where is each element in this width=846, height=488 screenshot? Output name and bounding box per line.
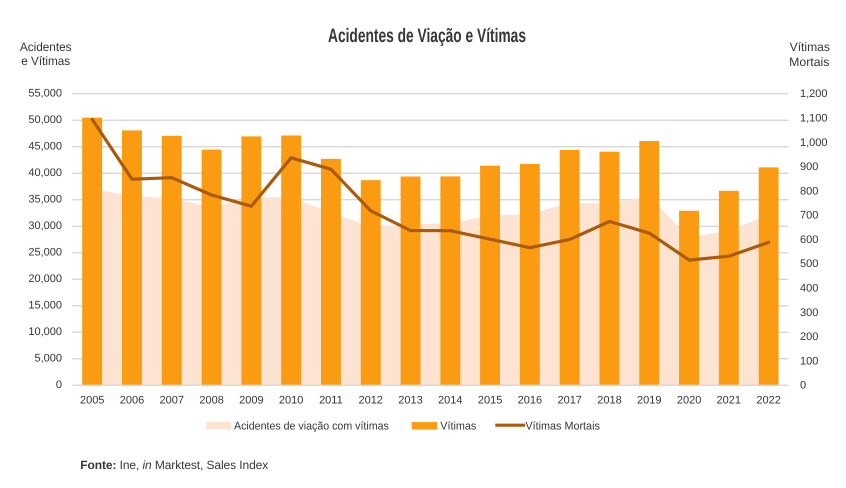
svg-text:Vítimas Mortais: Vítimas Mortais [525,421,600,433]
svg-text:1,000: 1,000 [800,137,828,149]
svg-text:2018: 2018 [597,394,621,406]
svg-text:2020: 2020 [677,394,701,406]
svg-text:Vítimas: Vítimas [790,40,830,54]
svg-text:2022: 2022 [756,394,780,406]
svg-text:15,000: 15,000 [28,300,62,312]
svg-text:200: 200 [800,331,818,343]
svg-text:30,000: 30,000 [28,220,62,232]
svg-text:1,200: 1,200 [800,88,828,100]
svg-text:2017: 2017 [557,394,581,406]
svg-text:2014: 2014 [438,394,462,406]
svg-text:2015: 2015 [478,394,502,406]
svg-text:2016: 2016 [518,394,542,406]
svg-text:300: 300 [800,307,818,319]
svg-text:Acidentes: Acidentes [20,40,72,54]
svg-text:900: 900 [800,161,818,173]
svg-text:2011: 2011 [319,394,343,406]
svg-text:Acidentes de Viação e Vítimas: Acidentes de Viação e Vítimas [328,25,526,47]
svg-text:Acidentes de viação com vítima: Acidentes de viação com vítimas [234,421,389,433]
svg-text:2005: 2005 [80,394,104,406]
svg-text:2010: 2010 [279,394,303,406]
svg-text:1,100: 1,100 [800,113,828,125]
svg-text:700: 700 [800,210,818,222]
svg-text:2006: 2006 [120,394,144,406]
svg-text:40,000: 40,000 [28,167,62,179]
svg-text:0: 0 [56,379,62,391]
svg-text:Mortais: Mortais [789,55,829,69]
svg-text:2007: 2007 [160,394,184,406]
svg-text:25,000: 25,000 [28,247,62,259]
svg-text:Vítimas: Vítimas [440,421,476,433]
svg-text:0: 0 [800,380,806,392]
svg-text:5,000: 5,000 [34,353,62,365]
svg-text:45,000: 45,000 [28,141,62,153]
svg-text:20,000: 20,000 [28,273,62,285]
svg-text:35,000: 35,000 [28,194,62,206]
svg-text:100: 100 [800,355,818,367]
svg-text:2013: 2013 [398,394,422,406]
svg-text:Fonte: Ine, in Marktest, Sales: Fonte: Ine, in Marktest, Sales Index [80,458,268,472]
svg-text:400: 400 [800,283,818,295]
svg-text:800: 800 [800,185,818,197]
svg-text:10,000: 10,000 [28,326,62,338]
svg-text:2012: 2012 [358,394,382,406]
svg-text:2019: 2019 [637,394,661,406]
svg-text:2021: 2021 [717,394,741,406]
svg-text:55,000: 55,000 [28,88,62,100]
svg-text:2009: 2009 [239,394,263,406]
svg-text:50,000: 50,000 [28,114,62,126]
svg-text:600: 600 [800,234,818,246]
svg-text:e Vítimas: e Vítimas [21,54,70,68]
svg-text:2008: 2008 [199,394,223,406]
svg-text:500: 500 [800,258,818,270]
